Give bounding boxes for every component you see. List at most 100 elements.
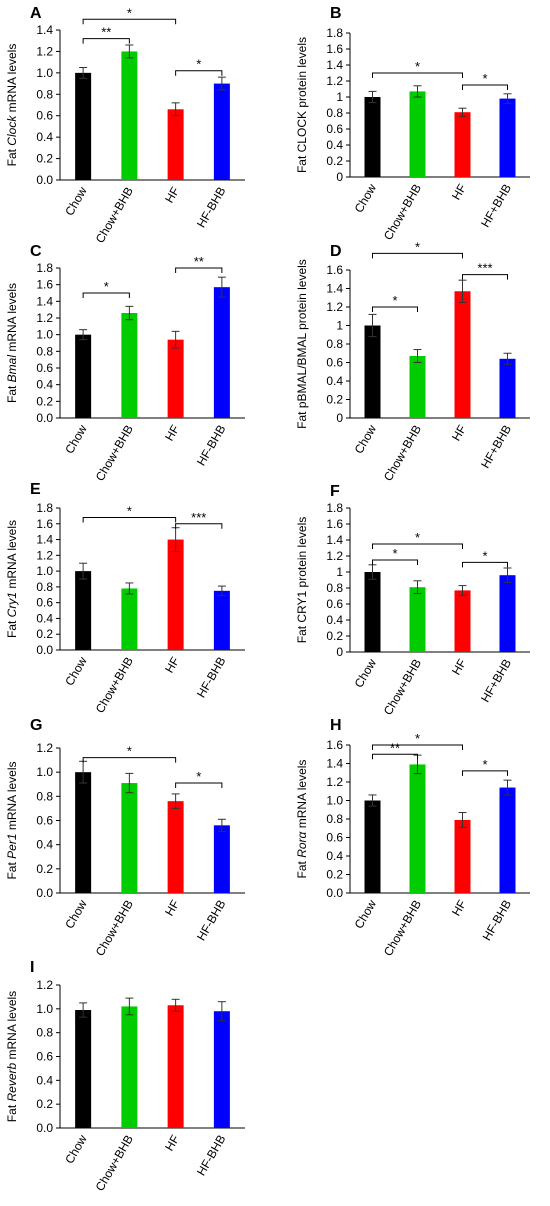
y-tick-label: 1.6: [326, 738, 343, 752]
x-tick-label: Chow: [62, 1132, 90, 1166]
y-tick-label: 0.4: [36, 838, 53, 852]
y-tick-label: 0.8: [326, 106, 343, 120]
y-tick-label: 0.0: [36, 1121, 53, 1135]
bar: [167, 1005, 184, 1128]
chart-panel-i: I 0.0 0.2 0.4 0.6 0.8 1.0 1.2 Fat Reverb mRNA le…: [5, 959, 245, 1194]
bar: [121, 313, 138, 418]
significance-bracket: [175, 782, 223, 789]
bar: [409, 587, 426, 652]
significance-bracket: [372, 306, 418, 312]
y-axis-title: Fat CRY1 protein levels: [295, 517, 309, 644]
x-tick-label: HF-BHB: [480, 898, 514, 944]
y-axis-title-part: Fat: [5, 382, 19, 403]
y-axis-title-part: Cry1: [5, 592, 19, 617]
bar: [454, 590, 471, 652]
bar: [75, 72, 92, 180]
significance-label: *: [482, 548, 487, 563]
significance-label: *: [196, 57, 201, 72]
y-axis-title-part: Fat: [5, 617, 19, 638]
bar: [213, 1011, 230, 1128]
y-tick-label: 0.8: [326, 581, 343, 595]
y-tick-label: 1.0: [36, 765, 53, 779]
y-tick-label: 1.0: [36, 328, 53, 342]
y-tick-label: 1.4: [36, 23, 53, 37]
y-tick-label: 0.6: [326, 356, 343, 370]
x-tick-label: Chow+BHB: [381, 657, 424, 718]
significance-bracket: [82, 757, 177, 763]
y-axis-title-part: Fat: [5, 1102, 19, 1123]
y-axis-title-part: Fat pBMAL/BMAL protein levels: [295, 259, 309, 429]
y-axis-title: Fat Reverb mRNA levels: [5, 991, 19, 1122]
y-tick-label: 1.8: [36, 261, 53, 275]
bar: [409, 764, 426, 893]
y-tick-label: 0.2: [36, 862, 53, 876]
y-axis-title-part: mRNA levels: [5, 520, 19, 592]
x-tick-label: HF+BHB: [478, 657, 514, 705]
bar: [454, 112, 471, 177]
y-tick-label: 0.0: [36, 411, 53, 425]
significance-bracket: [82, 292, 130, 298]
significance-bracket: [372, 753, 418, 760]
bar: [213, 590, 230, 650]
y-axis-title-part: Reverb: [5, 1063, 19, 1102]
bar: [364, 325, 381, 418]
panel-letter: D: [330, 243, 342, 260]
y-tick-label: 1.6: [326, 517, 343, 531]
significance-label: *: [196, 769, 201, 784]
y-tick-label: 0.6: [326, 122, 343, 136]
y-tick-label: 0.8: [326, 337, 343, 351]
y-axis-title-part: Clock: [5, 115, 19, 146]
y-tick-label: 0.8: [36, 580, 53, 594]
y-tick-label: 1.2: [326, 300, 343, 314]
y-tick-label: 1.8: [326, 501, 343, 515]
x-tick-label: HF-BHB: [194, 655, 228, 701]
bar: [121, 51, 138, 180]
significance-bracket: [82, 38, 130, 44]
panel-letter: F: [330, 483, 340, 500]
significance-label: *: [415, 59, 420, 74]
x-tick-label: Chow: [352, 422, 380, 456]
y-tick-label: 0.2: [326, 868, 343, 882]
x-tick-label: Chow+BHB: [381, 182, 424, 243]
chart-panel-h: H 0.0 0.2 0.4 0.6 0.8 1.0 1.2 1.4 1.6 Fat Rorα mRN…: [295, 717, 530, 959]
y-tick-label: 0.2: [326, 629, 343, 643]
y-tick-label: 0.4: [326, 138, 343, 152]
y-tick-label: 0.4: [326, 374, 343, 388]
bar: [121, 783, 138, 893]
panel-letter: E: [30, 481, 41, 498]
x-tick-label: Chow+BHB: [381, 898, 424, 959]
significance-label: *: [482, 71, 487, 86]
y-tick-label: 0.8: [326, 812, 343, 826]
x-tick-label: Chow: [352, 181, 380, 215]
significance-bracket: [462, 561, 508, 568]
panel-letter: C: [30, 243, 42, 260]
y-tick-label: 1.0: [36, 66, 53, 80]
chart-panel-g: G 0.0 0.2 0.4 0.6 0.8 1.0 1.2 Fat Per1 mRNA leve…: [5, 717, 245, 959]
y-tick-label: 0.4: [36, 611, 53, 625]
y-tick-label: 1.2: [36, 978, 53, 992]
x-tick-label: Chow+BHB: [93, 185, 136, 246]
y-tick-label: 1.6: [36, 278, 53, 292]
significance-bracket: [372, 252, 463, 259]
y-tick-label: 1.0: [326, 794, 343, 808]
y-tick-label: 1.6: [326, 42, 343, 56]
y-tick-label: 0.6: [326, 597, 343, 611]
significance-bracket: [372, 744, 463, 750]
significance-bracket: [175, 267, 223, 273]
significance-label: *: [127, 744, 132, 759]
x-tick-label: HF-BHB: [194, 898, 228, 944]
y-tick-label: 0.6: [36, 814, 53, 828]
y-tick-label: 0.4: [36, 378, 53, 392]
y-axis-title: Fat Cry1 mRNA levels: [5, 520, 19, 638]
significance-label: *: [392, 546, 397, 561]
y-axis-title: Fat Bmal mRNA levels: [5, 283, 19, 403]
significance-label: *: [104, 279, 109, 294]
y-tick-label: 1.6: [36, 517, 53, 531]
y-tick-label: 1.4: [36, 294, 53, 308]
y-tick-label: 1.2: [36, 311, 53, 325]
chart-panel-b: B 0 0.2 0.4 0.6 0.8 1 1.2 1.4 1.6 1.8 Fat CLOCK pro…: [295, 5, 530, 243]
chart-panel-d: D 0 0.2 0.4 0.6 0.8 1 1.2 1.4 1.6 Fat pBMAL/BMAL p…: [295, 239, 530, 484]
y-tick-label: 1.2: [326, 74, 343, 88]
significance-bracket: [175, 70, 223, 76]
